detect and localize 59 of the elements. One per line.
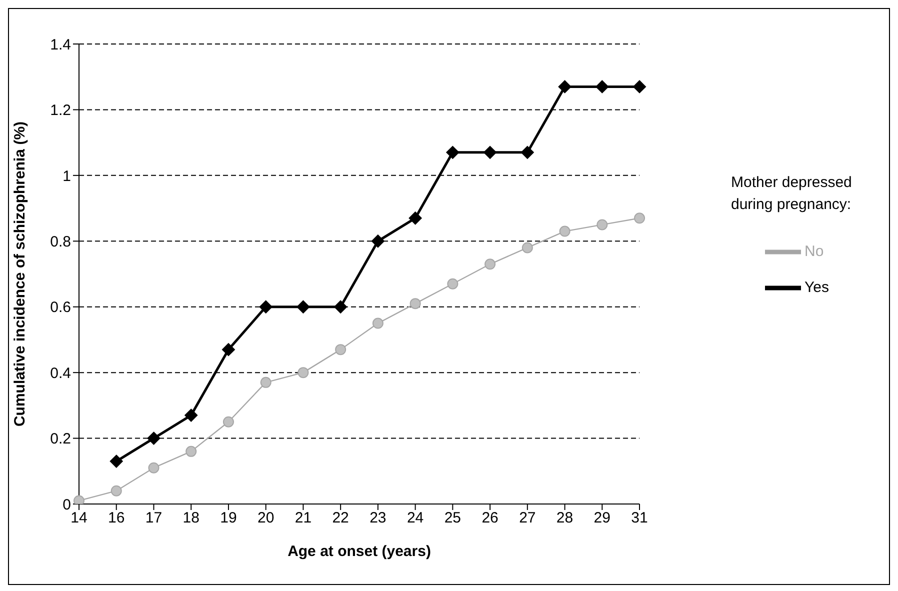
point (410, 298, 421, 310)
y-tick-label: 0.4 (50, 364, 71, 382)
point (634, 212, 646, 224)
point (110, 454, 123, 468)
point (558, 80, 572, 94)
point (520, 146, 534, 159)
point (522, 242, 533, 254)
x-tick-label: 31 (631, 510, 648, 527)
legend-label: Yes (804, 278, 829, 296)
point (334, 300, 348, 314)
point (184, 408, 198, 422)
point (110, 485, 122, 496)
point (296, 300, 310, 314)
x-tick-label: 22 (332, 510, 349, 527)
x-tick-label: 21 (294, 510, 312, 527)
x-tick-label: 24 (406, 510, 424, 527)
y-tick-label: 1.4 (50, 36, 71, 54)
y-tick-label: 1 (62, 168, 71, 185)
point (408, 212, 422, 225)
x-tick-label: 19 (220, 510, 237, 527)
legend-label: No (804, 242, 824, 260)
x-tick-label: 28 (556, 510, 574, 527)
x-axis-title: Age at onset (years) (288, 543, 431, 560)
point (559, 226, 570, 237)
y-tick-label: 0.6 (50, 299, 71, 316)
point (335, 344, 346, 356)
point (484, 146, 497, 159)
point (298, 367, 309, 378)
point (148, 462, 160, 474)
point (260, 376, 272, 388)
x-tick-label: 14 (70, 510, 88, 527)
x-tick-label: 29 (594, 510, 610, 527)
point (372, 318, 384, 329)
x-tick-label: 20 (257, 510, 274, 527)
point (633, 80, 646, 94)
x-tick-label: 17 (145, 510, 162, 527)
point (446, 146, 460, 159)
point (222, 416, 234, 428)
x-tick-label: 26 (482, 510, 498, 527)
point (259, 300, 272, 314)
x-tick-label: 25 (444, 510, 462, 527)
x-tick-label: 16 (108, 510, 125, 527)
x-tick-label: 18 (182, 510, 200, 527)
point (371, 234, 384, 248)
point (484, 258, 496, 270)
y-axis-title: Cumulative incidence of schizophrenia (%) (11, 121, 28, 427)
y-tick-label: 0.8 (50, 233, 71, 250)
point (186, 446, 197, 457)
legend-title: Mother depressed during pregnancy: (731, 173, 853, 215)
point (596, 219, 608, 230)
point (596, 80, 609, 94)
point (147, 432, 160, 445)
y-tick-label: 1.2 (50, 102, 71, 120)
x-tick-label: 27 (519, 510, 536, 527)
y-tick-label: 0 (62, 496, 71, 514)
point (447, 278, 458, 290)
y-tick-label: 0.2 (50, 430, 71, 448)
x-tick-label: 23 (370, 510, 386, 527)
point (222, 343, 235, 356)
